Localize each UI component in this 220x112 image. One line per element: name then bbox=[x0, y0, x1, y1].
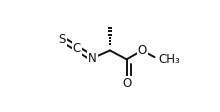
Text: O: O bbox=[122, 77, 131, 90]
Text: CH₃: CH₃ bbox=[159, 53, 180, 66]
Text: S: S bbox=[59, 33, 66, 46]
Text: N: N bbox=[88, 52, 97, 65]
Text: C: C bbox=[73, 42, 81, 55]
Text: O: O bbox=[138, 44, 147, 57]
